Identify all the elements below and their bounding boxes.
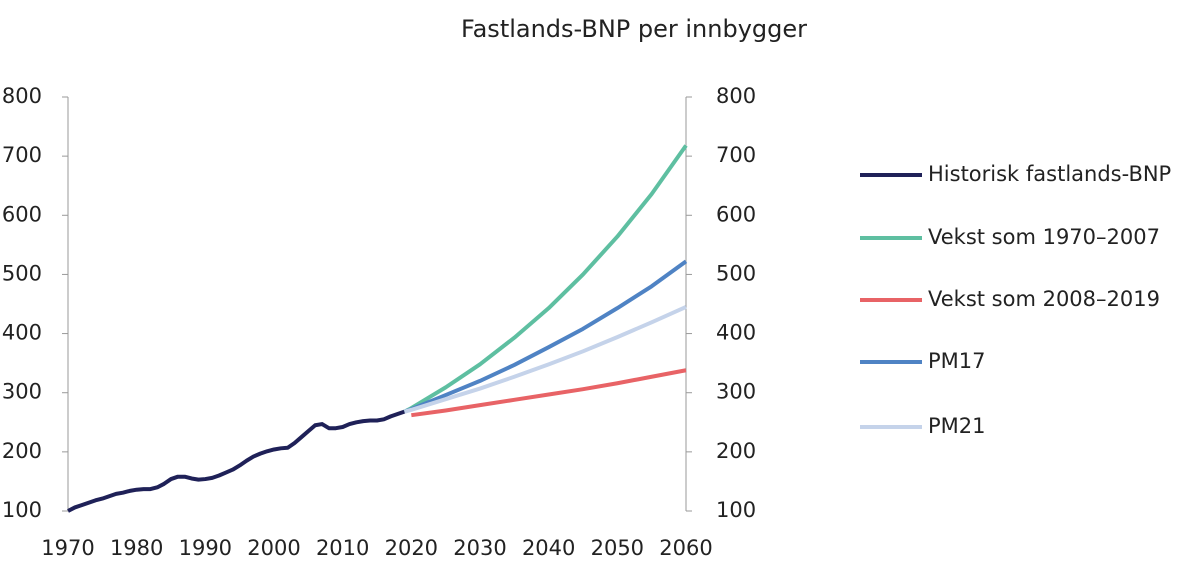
legend-label: PM21 <box>928 414 986 438</box>
y-tick-label: 800 <box>2 84 42 108</box>
chart-title: Fastlands-BNP per innbygger <box>461 15 807 43</box>
y2-tick-label: 300 <box>716 380 756 404</box>
y-tick-label: 400 <box>2 321 42 345</box>
legend-label: Vekst som 1970–2007 <box>928 225 1160 249</box>
series-line <box>67 409 406 513</box>
y-tick-label: 700 <box>2 143 42 167</box>
y2-tick-label: 100 <box>716 498 756 522</box>
x-tick-label: 2000 <box>247 536 300 560</box>
x-tick-label: 2050 <box>591 536 644 560</box>
x-tick-label: 1970 <box>41 536 94 560</box>
y-tick-label: 500 <box>2 261 42 285</box>
x-tick-label: 2040 <box>522 536 575 560</box>
x-tick-label: 2020 <box>385 536 438 560</box>
y2-tick-label: 400 <box>716 321 756 345</box>
y-tick-label: 100 <box>2 498 42 522</box>
x-tick-label: 2010 <box>316 536 369 560</box>
x-tick-label: 1980 <box>110 536 163 560</box>
y2-tick-label: 600 <box>716 202 756 226</box>
series-line <box>403 305 687 414</box>
y2-tick-label: 200 <box>716 439 756 463</box>
y2-tick-label: 500 <box>716 261 756 285</box>
legend-label: Historisk fastlands-BNP <box>928 162 1171 186</box>
series-line <box>403 259 688 414</box>
y-tick-label: 600 <box>2 202 42 226</box>
x-tick-label: 1990 <box>179 536 232 560</box>
y-tick-label: 200 <box>2 439 42 463</box>
x-tick-label: 2060 <box>659 536 712 560</box>
legend-label: Vekst som 2008–2019 <box>928 287 1160 311</box>
series-line <box>403 144 688 414</box>
y2-tick-label: 800 <box>716 84 756 108</box>
legend-label: PM17 <box>928 349 986 373</box>
x-tick-label: 2030 <box>453 536 506 560</box>
y2-tick-label: 700 <box>716 143 756 167</box>
series-line <box>411 368 687 418</box>
y-tick-label: 300 <box>2 380 42 404</box>
